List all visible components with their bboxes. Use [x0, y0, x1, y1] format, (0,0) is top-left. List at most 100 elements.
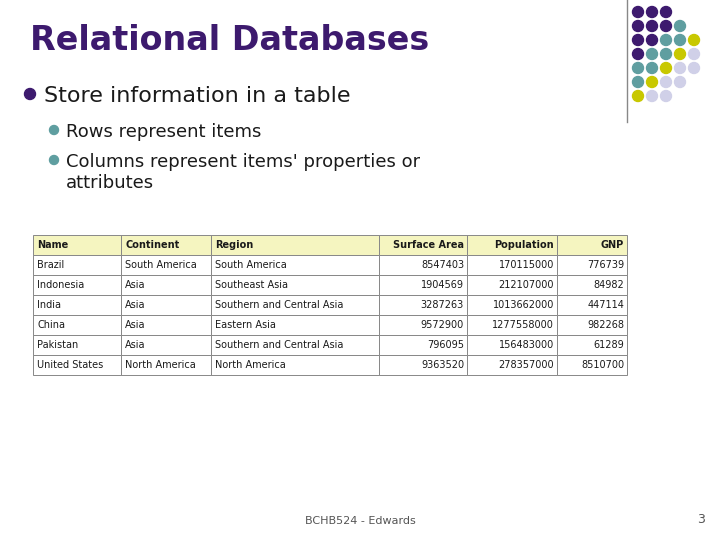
Circle shape [632, 35, 644, 45]
Text: Southern and Central Asia: Southern and Central Asia [215, 340, 343, 350]
Bar [557, 255, 627, 275]
Bar [379, 335, 467, 355]
Bar [467, 315, 557, 335]
Text: Southern and Central Asia: Southern and Central Asia [215, 300, 343, 310]
Bar [467, 275, 557, 295]
Text: North America: North America [125, 360, 196, 370]
Circle shape [24, 89, 35, 99]
Text: Asia: Asia [125, 300, 145, 310]
Circle shape [675, 49, 685, 59]
Text: Store information in a table: Store information in a table [44, 86, 351, 106]
Bar [467, 335, 557, 355]
Text: 796095: 796095 [427, 340, 464, 350]
Bar [33, 295, 121, 315]
Text: 3: 3 [697, 513, 705, 526]
Text: 1013662000: 1013662000 [492, 300, 554, 310]
Circle shape [660, 77, 672, 87]
Text: India: India [37, 300, 61, 310]
Circle shape [632, 6, 644, 17]
Bar [121, 295, 211, 315]
Bar [211, 315, 379, 335]
Text: Indonesia: Indonesia [37, 280, 84, 290]
Text: 3287263: 3287263 [420, 300, 464, 310]
Circle shape [632, 63, 644, 73]
Bar [121, 335, 211, 355]
Bar [33, 335, 121, 355]
Bar [379, 315, 467, 335]
Text: 278357000: 278357000 [498, 360, 554, 370]
Text: 776739: 776739 [587, 260, 624, 270]
Circle shape [688, 35, 700, 45]
Text: 84982: 84982 [593, 280, 624, 290]
Text: 170115000: 170115000 [499, 260, 554, 270]
Bar [557, 355, 627, 375]
Text: Columns represent items' properties or
attributes: Columns represent items' properties or a… [66, 153, 420, 192]
Bar [211, 295, 379, 315]
Bar [33, 355, 121, 375]
Bar [379, 295, 467, 315]
Text: Name: Name [37, 240, 68, 250]
Bar [121, 315, 211, 335]
Bar [557, 235, 627, 255]
Circle shape [50, 125, 58, 134]
Text: 212107000: 212107000 [498, 280, 554, 290]
Text: 8547403: 8547403 [421, 260, 464, 270]
Bar [33, 275, 121, 295]
Circle shape [647, 91, 657, 102]
Bar [33, 315, 121, 335]
Text: Surface Area: Surface Area [393, 240, 464, 250]
Bar [211, 335, 379, 355]
Circle shape [660, 49, 672, 59]
Text: 156483000: 156483000 [499, 340, 554, 350]
Circle shape [660, 63, 672, 73]
Bar [379, 235, 467, 255]
Circle shape [647, 6, 657, 17]
Circle shape [50, 156, 58, 165]
Circle shape [660, 91, 672, 102]
Circle shape [647, 49, 657, 59]
Circle shape [632, 21, 644, 31]
Text: Eastern Asia: Eastern Asia [215, 320, 276, 330]
Text: 982268: 982268 [587, 320, 624, 330]
Text: Brazil: Brazil [37, 260, 64, 270]
Bar [33, 255, 121, 275]
Circle shape [647, 77, 657, 87]
Circle shape [647, 21, 657, 31]
Circle shape [675, 21, 685, 31]
Circle shape [632, 49, 644, 59]
Circle shape [647, 63, 657, 73]
Bar [379, 355, 467, 375]
Circle shape [675, 77, 685, 87]
Text: BCHB524 - Edwards: BCHB524 - Edwards [305, 516, 415, 526]
Bar [557, 275, 627, 295]
Text: Region: Region [215, 240, 253, 250]
Circle shape [660, 35, 672, 45]
Bar [211, 235, 379, 255]
Text: South America: South America [125, 260, 197, 270]
Bar [211, 355, 379, 375]
Text: Asia: Asia [125, 320, 145, 330]
Text: Asia: Asia [125, 280, 145, 290]
Text: 447114: 447114 [587, 300, 624, 310]
Text: 61289: 61289 [593, 340, 624, 350]
Bar [121, 255, 211, 275]
Circle shape [647, 35, 657, 45]
Text: 9572900: 9572900 [420, 320, 464, 330]
Text: Pakistan: Pakistan [37, 340, 78, 350]
Bar [121, 355, 211, 375]
Bar [121, 275, 211, 295]
Circle shape [660, 21, 672, 31]
Bar [211, 275, 379, 295]
Text: GNP: GNP [600, 240, 624, 250]
Bar [467, 235, 557, 255]
Text: 1277558000: 1277558000 [492, 320, 554, 330]
Text: 1904569: 1904569 [421, 280, 464, 290]
Bar [467, 295, 557, 315]
Text: Asia: Asia [125, 340, 145, 350]
Text: 9363520: 9363520 [421, 360, 464, 370]
Bar [33, 235, 121, 255]
Text: Relational Databases: Relational Databases [30, 24, 429, 57]
Text: 8510700: 8510700 [581, 360, 624, 370]
Bar [557, 295, 627, 315]
Text: Southeast Asia: Southeast Asia [215, 280, 288, 290]
